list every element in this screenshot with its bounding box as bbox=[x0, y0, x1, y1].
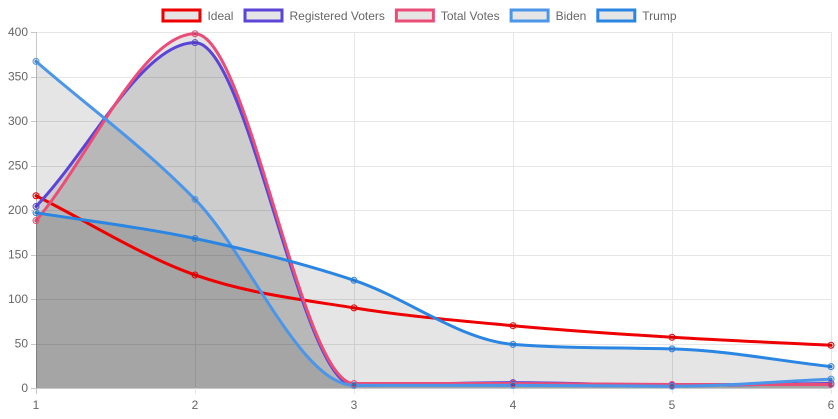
y-tick-label: 150 bbox=[8, 248, 28, 262]
data-point bbox=[668, 345, 676, 353]
legend-swatch-total-votes bbox=[394, 8, 435, 23]
data-point bbox=[32, 192, 40, 200]
data-point bbox=[509, 322, 517, 330]
data-point bbox=[191, 195, 199, 203]
y-tick-label: 200 bbox=[8, 203, 28, 217]
legend-swatch-biden bbox=[509, 8, 550, 23]
x-tick-label: 1 bbox=[33, 398, 40, 412]
legend-swatch-trump bbox=[596, 8, 637, 23]
x-tick-label: 6 bbox=[828, 398, 835, 412]
legend-swatch-registered-voters bbox=[243, 8, 284, 23]
data-point bbox=[668, 382, 676, 390]
y-tick-label: 0 bbox=[21, 381, 28, 395]
y-tick-label: 50 bbox=[15, 337, 29, 351]
legend-label-trump: Trump bbox=[642, 9, 677, 23]
legend-label-total-votes: Total Votes bbox=[441, 9, 500, 23]
x-tick-label: 3 bbox=[351, 398, 358, 412]
x-tick-label: 4 bbox=[510, 398, 517, 412]
data-point bbox=[191, 234, 199, 242]
data-point bbox=[827, 341, 835, 349]
data-point bbox=[32, 202, 40, 210]
data-point bbox=[509, 340, 517, 348]
data-point bbox=[191, 30, 199, 38]
legend-swatch-ideal bbox=[161, 8, 202, 23]
series-lines bbox=[34, 32, 833, 388]
y-axis: 0 50 100 150 200 250 300 350 400 bbox=[8, 25, 36, 395]
x-axis: 1 2 3 4 5 6 bbox=[33, 398, 835, 412]
data-point bbox=[350, 276, 358, 284]
y-tick-label: 100 bbox=[8, 292, 28, 306]
legend: Ideal Registered Voters Total Votes Biden Tr… bbox=[161, 8, 677, 23]
legend-label-ideal: Ideal bbox=[207, 9, 233, 23]
y-tick-label: 400 bbox=[8, 25, 28, 39]
data-point bbox=[32, 57, 40, 65]
y-tick-label: 300 bbox=[8, 114, 28, 128]
data-point bbox=[827, 380, 835, 388]
x-tick-label: 2 bbox=[192, 398, 199, 412]
grid-lines bbox=[36, 32, 832, 394]
y-tick-label: 350 bbox=[8, 70, 28, 84]
data-point bbox=[350, 381, 358, 389]
data-point bbox=[32, 217, 40, 225]
data-point bbox=[668, 333, 676, 341]
legend-label-biden: Biden bbox=[556, 9, 587, 23]
area-trump bbox=[36, 212, 831, 388]
data-point bbox=[350, 304, 358, 312]
line-trump bbox=[34, 211, 833, 369]
x-tick-label: 5 bbox=[669, 398, 676, 412]
line-ideal bbox=[34, 194, 833, 347]
data-point bbox=[191, 39, 199, 47]
area-fills bbox=[36, 33, 831, 389]
area-total-votes bbox=[36, 33, 831, 388]
legend-label-registered-voters: Registered Voters bbox=[289, 9, 384, 23]
series-points bbox=[32, 30, 835, 390]
area-biden bbox=[36, 61, 831, 389]
line-total-votes bbox=[34, 32, 833, 386]
data-point bbox=[509, 381, 517, 389]
y-tick-label: 250 bbox=[8, 159, 28, 173]
area-registered-voters bbox=[36, 42, 831, 389]
data-point bbox=[32, 209, 40, 217]
data-point bbox=[827, 363, 835, 371]
data-point bbox=[191, 271, 199, 279]
line-biden bbox=[34, 59, 833, 388]
data-point bbox=[827, 375, 835, 383]
